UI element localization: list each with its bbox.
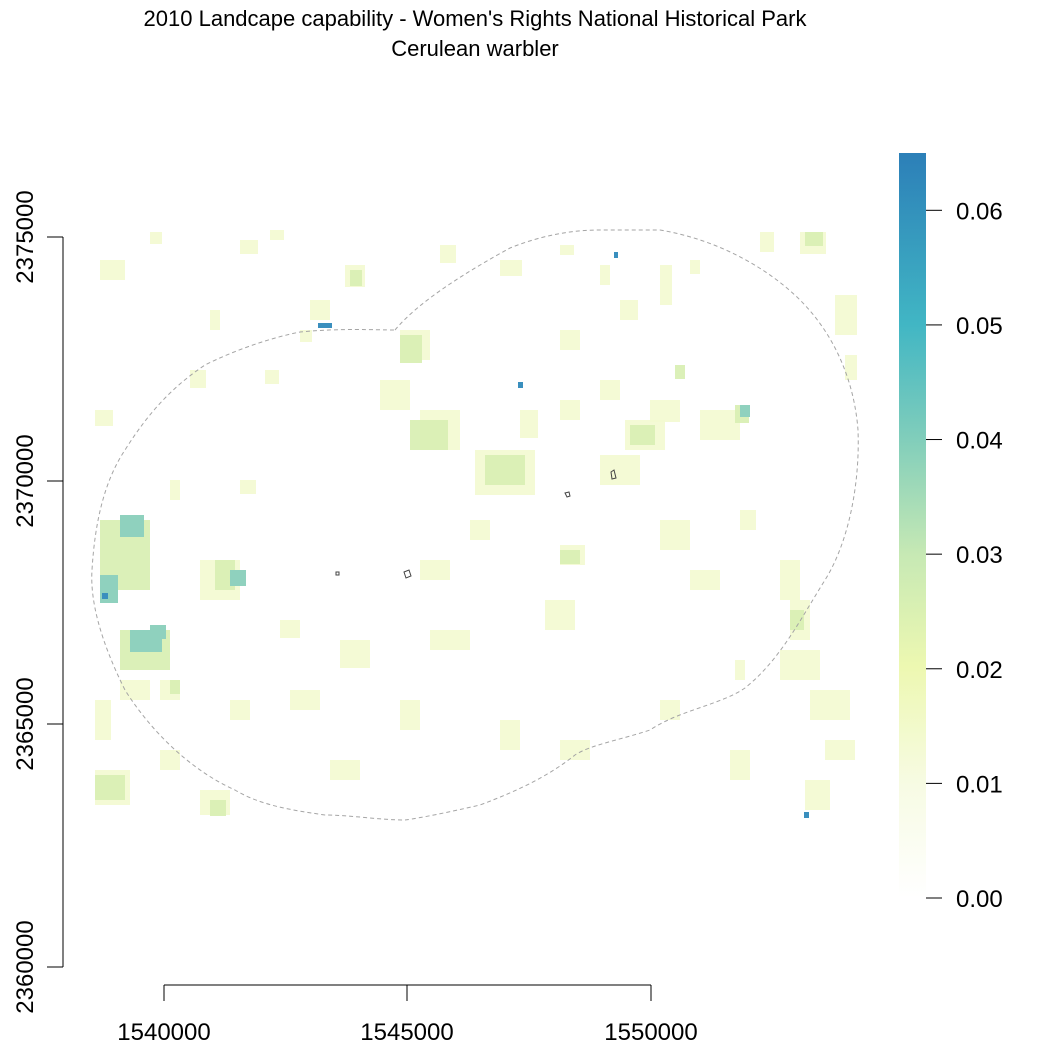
y-tick-label: 2375000 [12, 190, 39, 283]
x-tick-label: 1550000 [604, 1019, 697, 1046]
legend-tick-label: 0.06 [956, 198, 1003, 225]
park-unit-polygon [610, 469, 617, 480]
park-unit-polygon [564, 491, 571, 498]
park-unit-polygon [335, 571, 340, 576]
y-tick-label: 2365000 [12, 677, 39, 770]
y-tick-label: 2370000 [12, 434, 39, 527]
legend-tick-label: 0.01 [956, 771, 1003, 798]
legend-tick-label: 0.04 [956, 428, 1003, 455]
legend-tick-label: 0.02 [956, 657, 1003, 684]
legend-tick-label: 0.05 [956, 313, 1003, 340]
park-unit-polygon [403, 569, 412, 579]
x-axis [163, 984, 652, 1001]
chart-title: 2010 Landcape capability - Women's Right… [143, 6, 807, 31]
y-tick-label: 2360000 [12, 920, 39, 1013]
capability-raster [95, 230, 857, 818]
park-units [335, 469, 617, 579]
legend-axis: 0.00 0.01 0.02 0.03 0.04 0.05 0.06 [926, 198, 1003, 913]
chart-subtitle: Cerulean warbler [391, 36, 559, 61]
legend-tick-label: 0.03 [956, 542, 1003, 569]
buffer-boundary [91, 229, 859, 821]
legend-tick-label: 0.00 [956, 886, 1003, 913]
x-tick-label: 1545000 [360, 1019, 453, 1046]
legend-colorbar [899, 153, 926, 898]
x-tick-label: 1540000 [117, 1019, 210, 1046]
y-axis [47, 236, 64, 968]
